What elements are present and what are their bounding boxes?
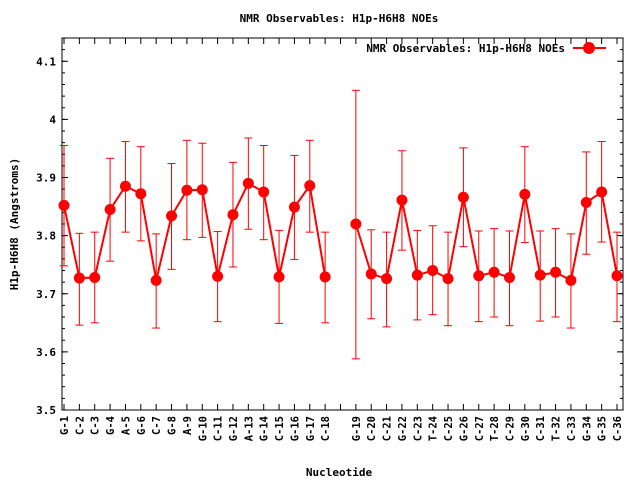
chart-title: NMR Observables: H1p-H6H8 NOEs [240, 12, 439, 25]
y-axis: 3.5 3.6 3.7 3.8 3.9 4 4.1 [36, 37, 623, 417]
x-tick-label: G-17 [305, 416, 317, 441]
data-point [58, 199, 70, 211]
data-point [365, 268, 377, 280]
x-tick-label: T-28 [489, 416, 501, 441]
data-point [227, 209, 239, 221]
x-tick-label: G-35 [597, 416, 609, 441]
x-axis-label: Nucleotide [306, 466, 373, 479]
data-point [150, 274, 162, 286]
data-point [89, 271, 101, 283]
data-point [273, 271, 285, 283]
data-point [319, 271, 331, 283]
data-point [350, 218, 362, 230]
data-point [503, 271, 515, 283]
y-tick-label: 3.7 [36, 288, 56, 301]
y-tick-label: 4.1 [36, 55, 56, 68]
data-point [104, 203, 116, 215]
data-point [534, 269, 546, 281]
data-point [396, 194, 408, 206]
y-tick-label: 3.6 [36, 346, 56, 359]
series-lines [63, 181, 618, 282]
error-bars [60, 89, 621, 360]
x-tick-label: C-7 [151, 416, 163, 435]
x-tick-label: G-34 [581, 416, 593, 441]
x-axis: G-1 C-2 C-3 G-4 A-5 G-6 C-7 G-8 A-9 G-10 C-11 G-12 A… [59, 38, 624, 441]
x-tick-label: G-8 [167, 416, 179, 435]
x-tick-label: G-22 [397, 416, 409, 441]
x-tick-label: C-20 [366, 416, 378, 441]
series-line-segment [354, 190, 618, 282]
y-tick-label: 3.8 [36, 230, 56, 243]
x-tick-label: T-32 [551, 416, 563, 441]
x-tick-label: G-6 [136, 416, 148, 435]
data-point [181, 184, 193, 196]
data-point [242, 177, 254, 189]
series-line-segment [63, 181, 327, 281]
data-point [119, 180, 131, 192]
data-point [550, 266, 562, 278]
x-tick-label: G-26 [458, 416, 470, 441]
data-point [488, 266, 500, 278]
y-tick-label: 3.5 [36, 404, 56, 417]
data-point [519, 188, 531, 200]
x-tick-label: G-14 [259, 416, 271, 441]
data-point [135, 188, 147, 200]
x-tick-label: C-27 [474, 416, 486, 441]
data-point [381, 273, 393, 285]
x-tick-label: A-9 [182, 416, 194, 435]
x-tick-label: G-19 [351, 416, 363, 441]
x-tick-label: G-4 [105, 416, 117, 435]
x-tick-label: C-3 [90, 416, 102, 435]
x-tick-label: G-16 [289, 416, 301, 441]
legend-marker-swatch [583, 42, 595, 54]
x-tick-label: C-31 [535, 416, 547, 441]
series-points [58, 177, 623, 286]
data-point [166, 210, 178, 222]
data-point [611, 270, 623, 282]
data-point [427, 265, 439, 276]
x-tick-label: G-1 [59, 416, 71, 435]
x-tick-label: C-15 [274, 416, 286, 441]
legend: NMR Observables: H1p-H6H8 NOEs [366, 42, 606, 55]
y-tick-label: 4 [49, 113, 56, 126]
legend-label: NMR Observables: H1p-H6H8 NOEs [366, 42, 565, 55]
data-point [457, 191, 469, 203]
x-tick-label: A-13 [243, 416, 255, 441]
x-tick-label: G-10 [197, 416, 209, 441]
x-tick-label: C-23 [412, 416, 424, 441]
x-tick-label: A-5 [120, 416, 132, 435]
x-tick-label: G-12 [228, 416, 240, 441]
data-point [304, 180, 316, 192]
data-point [473, 270, 485, 282]
data-point [258, 186, 270, 198]
x-tick-label: C-18 [320, 416, 332, 441]
data-point [596, 186, 608, 198]
x-tick-label: C-33 [566, 416, 578, 441]
y-axis-label: H1p-H6H8 (Angstroms) [8, 158, 21, 290]
data-point [73, 272, 85, 284]
data-point [212, 270, 224, 282]
data-point [442, 273, 454, 285]
x-tick-label: C-2 [74, 416, 86, 435]
x-tick-label: C-29 [504, 416, 516, 441]
data-point [196, 184, 208, 196]
x-tick-label: G-30 [520, 416, 532, 441]
x-tick-label: C-25 [443, 416, 455, 441]
x-tick-label: T-24 [428, 416, 440, 441]
x-tick-label: C-11 [213, 416, 225, 441]
x-tick-label: C-36 [612, 416, 624, 441]
y-tick-label: 3.9 [36, 172, 56, 185]
data-point [288, 201, 300, 213]
data-point [411, 269, 423, 281]
data-point [580, 196, 592, 208]
x-tick-label: C-21 [382, 416, 394, 441]
data-point [565, 274, 577, 286]
